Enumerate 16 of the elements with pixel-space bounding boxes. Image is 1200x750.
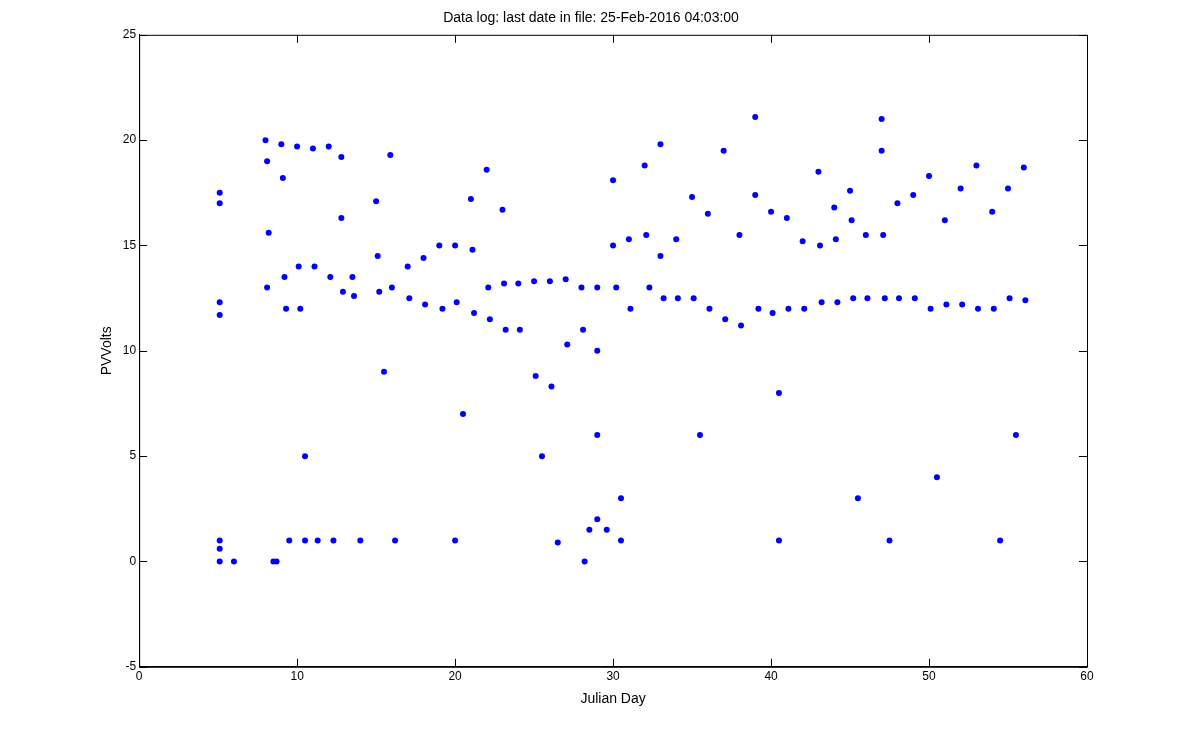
y-tick-label: 20 (122, 132, 137, 147)
y-tick-label: -5 (125, 659, 137, 674)
y-tick-label: 15 (122, 237, 137, 252)
y-tick-label: 5 (129, 448, 137, 463)
x-tick-label: 30 (606, 669, 621, 684)
chart-title: Data log: last date in file: 25-Feb-2016 04:03:00 (443, 9, 740, 26)
x-tick-label: 20 (448, 669, 463, 684)
x-tick-label: 50 (922, 669, 937, 684)
x-axis-title: Julian Day (580, 690, 646, 707)
y-tick-label: 0 (129, 553, 137, 568)
x-tick-label: 60 (1080, 669, 1094, 684)
x-tick-label: 40 (764, 669, 779, 684)
y-tick-label: 10 (122, 343, 137, 358)
y-tick-label: 25 (122, 27, 137, 42)
y-axis-title: PVVolts (98, 326, 115, 376)
x-tick-label: 10 (290, 669, 305, 684)
